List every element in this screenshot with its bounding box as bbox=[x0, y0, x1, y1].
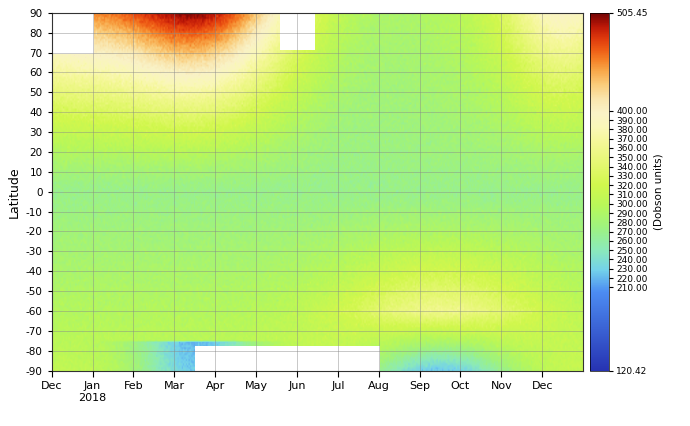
Y-axis label: Latitude: Latitude bbox=[8, 166, 20, 218]
Y-axis label: (Dobson units): (Dobson units) bbox=[653, 153, 663, 230]
